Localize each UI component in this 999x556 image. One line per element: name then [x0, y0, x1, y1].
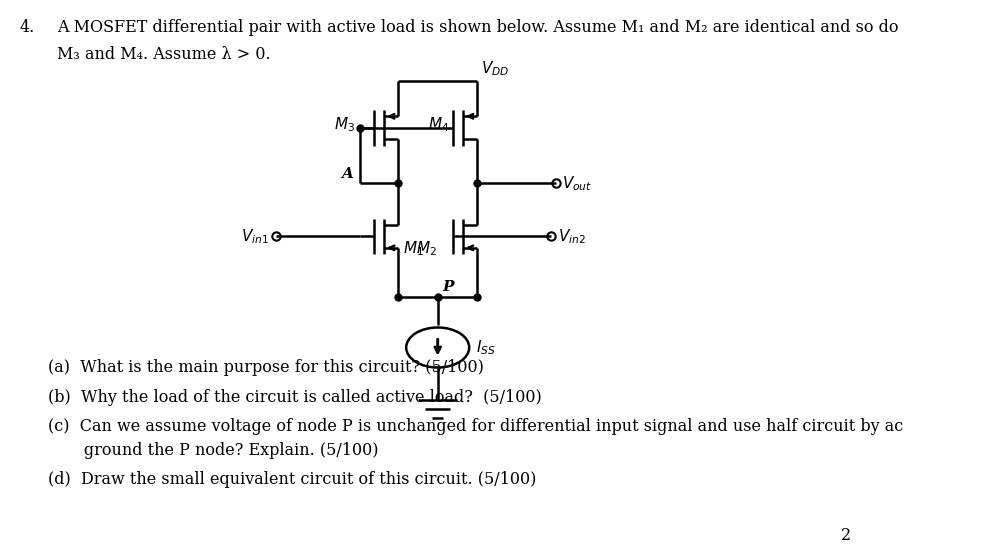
Text: $M_3$: $M_3$ [334, 116, 355, 135]
Text: $V_{in2}$: $V_{in2}$ [557, 227, 585, 246]
Text: (a)  What is the main purpose for this circuit? (5/100): (a) What is the main purpose for this ci… [48, 359, 485, 376]
Text: P: P [443, 280, 454, 294]
Text: (b)  Why the load of the circuit is called active load?  (5/100): (b) Why the load of the circuit is calle… [48, 389, 541, 406]
Text: A MOSFET differential pair with active load is shown below. Assume M₁ and M₂ are: A MOSFET differential pair with active l… [57, 19, 898, 37]
Text: $V_{out}$: $V_{out}$ [562, 174, 592, 193]
Text: ground the P node? Explain. (5/100): ground the P node? Explain. (5/100) [48, 442, 379, 459]
Text: (d)  Draw the small equivalent circuit of this circuit. (5/100): (d) Draw the small equivalent circuit of… [48, 471, 536, 489]
Text: M₃ and M₄. Assume λ > 0.: M₃ and M₄. Assume λ > 0. [57, 46, 271, 63]
Text: $M_1$: $M_1$ [403, 239, 424, 258]
Text: $I_{SS}$: $I_{SS}$ [477, 338, 496, 357]
Text: $M_2$: $M_2$ [416, 239, 437, 258]
Text: (c)  Can we assume voltage of node P is unchanged for differential input signal : (c) Can we assume voltage of node P is u… [48, 418, 903, 435]
Text: 2: 2 [841, 527, 851, 544]
Text: A: A [342, 167, 354, 181]
Text: $V_{DD}$: $V_{DD}$ [482, 59, 509, 78]
Text: $V_{in1}$: $V_{in1}$ [241, 227, 269, 246]
Text: $M_4$: $M_4$ [428, 116, 449, 135]
Text: 4.: 4. [19, 19, 35, 37]
